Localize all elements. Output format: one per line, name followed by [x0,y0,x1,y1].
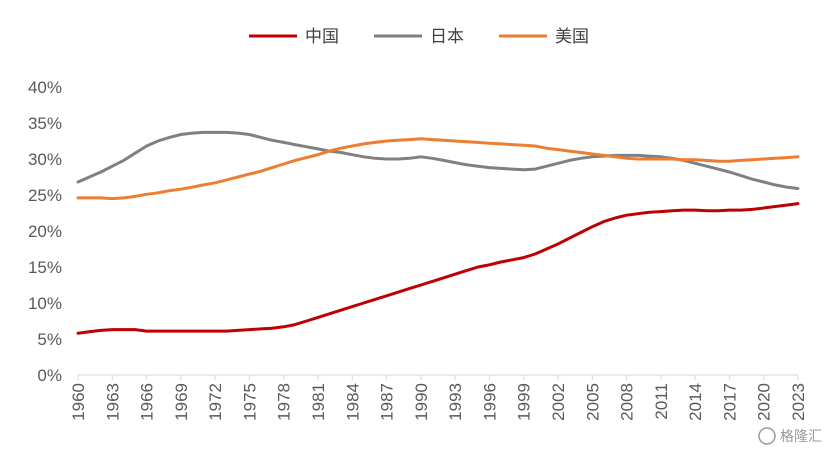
y-tick-label: 10% [28,294,62,313]
watermark: 格隆汇 [758,427,822,445]
x-tick-label: 2014 [686,383,705,421]
y-tick-label: 35% [28,114,62,133]
x-tick-label: 2005 [583,383,602,421]
x-tick-label: 1978 [275,383,294,421]
x-tick-label: 1990 [412,383,431,421]
x-tick-label: 2017 [720,383,739,421]
y-tick-label: 15% [28,258,62,277]
y-tick-label: 25% [28,186,62,205]
x-tick-label: 1960 [69,383,88,421]
x-tick-label: 2008 [618,383,637,421]
x-tick-label: 2020 [755,383,774,421]
x-tick-label: 1987 [378,383,397,421]
series-line-2 [76,137,800,201]
y-tick-label: 40% [28,78,62,97]
x-tick-label: 1984 [343,383,362,421]
x-tick-label: 1963 [103,383,122,421]
series-line-0 [76,202,800,335]
x-tick-label: 1999 [515,383,534,421]
y-tick-label: 0% [37,366,62,385]
y-axis: 0% 5% 10% 15% 20% 25% 30% 35% 40% [28,78,62,385]
y-tick-label: 5% [37,330,62,349]
x-tick-label: 1969 [172,383,191,421]
x-tick-label: 1972 [206,383,225,421]
y-tick-label: 20% [28,222,62,241]
logo-icon [758,427,776,445]
legend-label: 美国 [555,27,589,47]
x-tick-label: 1993 [446,383,465,421]
x-axis: 1960 1963 1966 1969 1972 1975 1978 1981 1984 1987… [69,374,808,421]
legend-label: 日本 [430,27,464,47]
x-tick-label: 2011 [652,383,671,420]
x-tick-label: 1975 [240,383,259,421]
legend-label: 中国 [305,27,339,47]
x-tick-label: 2023 [789,383,808,421]
plot-lines [76,130,800,335]
x-tick-label: 2002 [549,383,568,421]
chart-legend: 中国 日本 美国 [249,27,589,47]
x-tick-label: 1996 [480,383,499,421]
watermark-text: 格隆汇 [780,429,822,445]
x-tick-label: 1981 [309,383,328,421]
y-tick-label: 30% [28,150,62,169]
x-tick-label: 1966 [138,383,157,421]
